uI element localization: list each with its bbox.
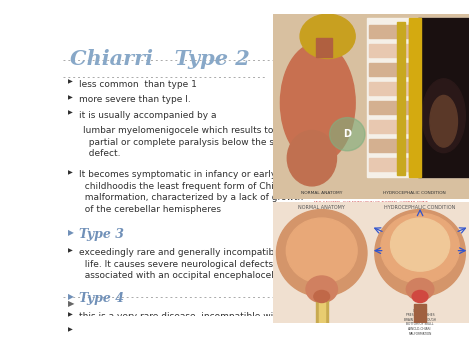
Bar — [369, 120, 418, 133]
Text: MID-SAGITTAL CUT-AWAY VIEW OF NORMAL LUMBAR SPINE: MID-SAGITTAL CUT-AWAY VIEW OF NORMAL LUM… — [314, 201, 428, 204]
Ellipse shape — [329, 118, 365, 151]
Ellipse shape — [391, 218, 449, 271]
Ellipse shape — [422, 79, 465, 153]
Text: this is a very rare disease ,incompatible with life.: this is a very rare disease ,incompatibl… — [80, 312, 303, 321]
Bar — [409, 22, 417, 175]
Bar — [316, 299, 328, 323]
Bar — [369, 25, 418, 38]
Bar — [319, 299, 325, 323]
Text: ▶: ▶ — [68, 248, 73, 253]
Bar — [414, 304, 426, 323]
Text: it is usually accompanied by a: it is usually accompanied by a — [80, 111, 217, 120]
Text: exceedingly rare and generally incompatible with
  life. It causes severe neurol: exceedingly rare and generally incompati… — [80, 248, 305, 280]
Text: NORMAL ANATOMY: NORMAL ANATOMY — [301, 191, 342, 195]
Text: ▶: ▶ — [68, 170, 73, 175]
Text: Type 4: Type 4 — [80, 292, 125, 305]
Text: HYDROCEPHALIC CONDITION: HYDROCEPHALIC CONDITION — [384, 205, 456, 210]
Ellipse shape — [412, 290, 428, 302]
Ellipse shape — [314, 290, 329, 302]
Bar — [369, 82, 418, 95]
Bar — [367, 18, 469, 177]
Text: ▶: ▶ — [68, 95, 73, 100]
Ellipse shape — [287, 131, 337, 186]
Text: It is characterized by a lack of cerebellar
  development.: It is characterized by a lack of cerebel… — [80, 328, 264, 348]
Text: Type 3: Type 3 — [80, 229, 125, 241]
Bar — [369, 101, 418, 114]
Text: ▶: ▶ — [68, 328, 73, 333]
Text: ▶: ▶ — [68, 229, 74, 237]
Ellipse shape — [286, 218, 357, 283]
Bar — [398, 22, 405, 175]
Bar — [369, 44, 418, 57]
Ellipse shape — [300, 14, 355, 59]
Text: lumbar myelomenigocele which results to either a
  partial or complete paralysis: lumbar myelomenigocele which results to … — [83, 126, 312, 158]
Bar — [409, 18, 421, 177]
Text: less common  than type 1: less common than type 1 — [80, 80, 197, 88]
Text: more severe than type I.: more severe than type I. — [80, 95, 191, 104]
Text: Chiarri   Type 2: Chiarri Type 2 — [70, 49, 250, 70]
Text: It becomes symptomatic in infancy or early
  childhoodis the least frequent form: It becomes symptomatic in infancy or ear… — [80, 170, 304, 214]
Ellipse shape — [381, 213, 459, 283]
Text: CONTINUE
PRESSURE PUSHES
BRAIN OUT THROUGH
BOTTOM OF SKULL
ARNOLD-CHIARI
MALFORM: CONTINUE PRESSURE PUSHES BRAIN OUT THROU… — [404, 308, 436, 335]
Text: ▶: ▶ — [68, 111, 73, 116]
Text: ▶: ▶ — [68, 80, 73, 84]
Text: ▶: ▶ — [68, 299, 75, 308]
Text: D: D — [343, 129, 351, 139]
Text: ▶: ▶ — [68, 292, 74, 301]
Text: ▶: ▶ — [68, 312, 73, 317]
Text: NORMAL ANATOMY: NORMAL ANATOMY — [298, 205, 345, 210]
Ellipse shape — [406, 278, 434, 300]
Bar — [316, 38, 331, 57]
Ellipse shape — [276, 209, 367, 296]
Ellipse shape — [430, 95, 457, 147]
Ellipse shape — [375, 209, 465, 296]
Bar — [369, 139, 418, 152]
Bar — [369, 158, 418, 171]
Bar — [369, 63, 418, 76]
Bar — [418, 18, 469, 177]
Ellipse shape — [306, 276, 337, 302]
Text: HYDROCEPHALIC CONDITION: HYDROCEPHALIC CONDITION — [383, 191, 446, 195]
Ellipse shape — [281, 43, 355, 163]
